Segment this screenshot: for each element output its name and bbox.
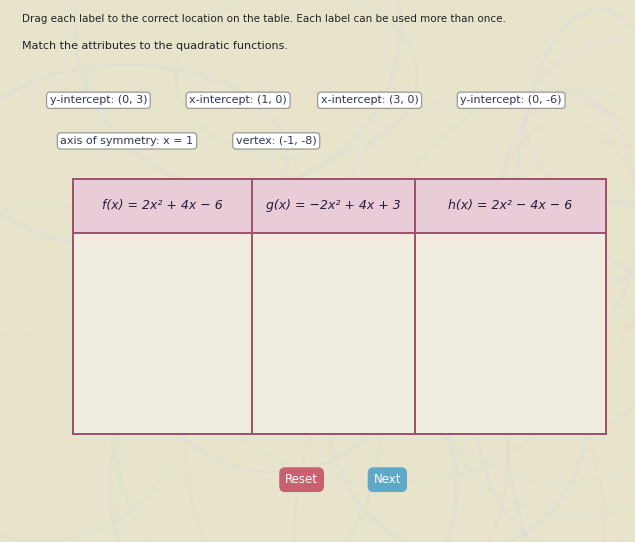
Text: g(x) = −2x² + 4x + 3: g(x) = −2x² + 4x + 3 — [266, 199, 401, 212]
Text: x-intercept: (1, 0): x-intercept: (1, 0) — [189, 95, 287, 105]
FancyBboxPatch shape — [415, 179, 606, 233]
FancyBboxPatch shape — [252, 179, 415, 233]
Text: vertex: (-1, -8): vertex: (-1, -8) — [236, 136, 317, 146]
Text: Drag each label to the correct location on the table. Each label can be used mor: Drag each label to the correct location … — [22, 14, 506, 23]
Text: axis of symmetry: x = 1: axis of symmetry: x = 1 — [60, 136, 194, 146]
Text: h(x) = 2x² − 4x − 6: h(x) = 2x² − 4x − 6 — [448, 199, 573, 212]
Text: y-intercept: (0, -6): y-intercept: (0, -6) — [460, 95, 562, 105]
Text: f(x) = 2x² + 4x − 6: f(x) = 2x² + 4x − 6 — [102, 199, 223, 212]
Text: Reset: Reset — [285, 473, 318, 486]
Text: Match the attributes to the quadratic functions.: Match the attributes to the quadratic fu… — [22, 41, 288, 50]
Text: Next: Next — [373, 473, 401, 486]
FancyBboxPatch shape — [73, 233, 606, 434]
Text: y-intercept: (0, 3): y-intercept: (0, 3) — [50, 95, 147, 105]
Text: x-intercept: (3, 0): x-intercept: (3, 0) — [321, 95, 418, 105]
FancyBboxPatch shape — [73, 179, 252, 233]
